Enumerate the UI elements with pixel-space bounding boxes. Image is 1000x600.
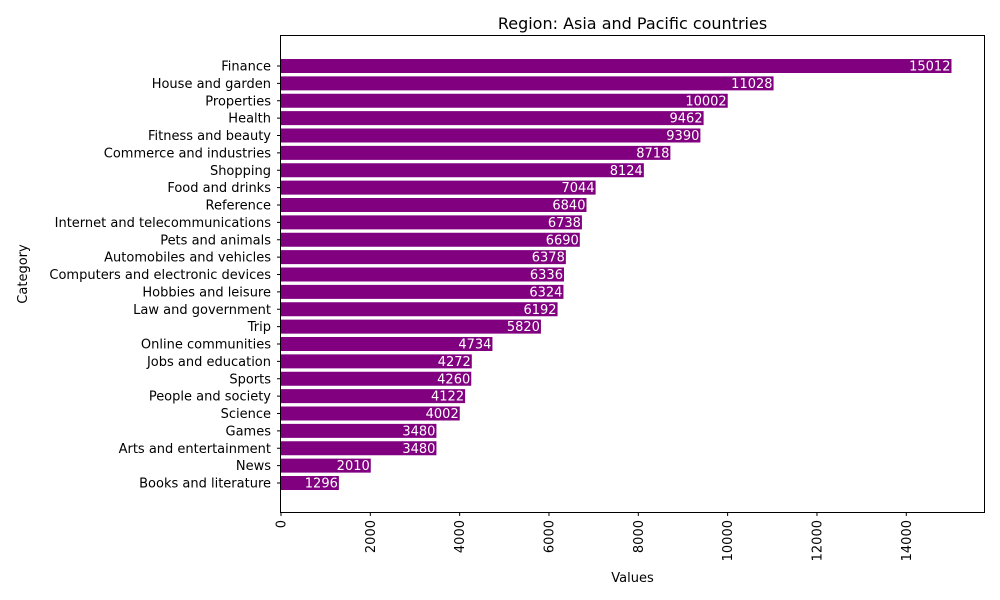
category-label-commerce-and-industries: Commerce and industries	[104, 146, 271, 161]
x-tick-label: 10000	[721, 520, 736, 561]
bar-value-label: 4272	[438, 355, 471, 370]
bar-food-and-drinks	[281, 180, 596, 195]
category-label-games: Games	[226, 424, 272, 439]
bar-value-label: 8124	[610, 164, 643, 179]
bar-computers-and-electronic-devices	[281, 267, 564, 282]
category-label-internet-and-telecommunications: Internet and telecommunications	[55, 216, 272, 231]
category-label-health: Health	[228, 112, 271, 127]
bar-news	[281, 458, 371, 473]
bar-value-label: 6738	[548, 216, 581, 231]
category-label-reference: Reference	[206, 199, 271, 214]
bar-value-label: 4122	[431, 390, 464, 405]
bar-value-label: 2010	[337, 459, 370, 474]
bar-value-label: 6336	[530, 268, 563, 283]
category-label-news: News	[236, 459, 271, 474]
bar-properties	[281, 93, 728, 108]
bar-value-label: 9462	[670, 112, 703, 127]
category-label-online-communities: Online communities	[141, 338, 271, 353]
category-label-properties: Properties	[205, 94, 271, 109]
bar-value-label: 6324	[529, 285, 562, 300]
bar-sports	[281, 371, 472, 386]
category-label-people-and-society: People and society	[149, 390, 271, 405]
category-label-jobs-and-education: Jobs and education	[146, 355, 271, 370]
bar-value-label: 6378	[532, 251, 565, 266]
category-label-books-and-literature: Books and literature	[139, 477, 271, 492]
bar-shopping	[281, 163, 644, 178]
bar-house-and-garden	[281, 76, 774, 91]
bar-commerce-and-industries	[281, 145, 671, 160]
bar-jobs-and-education	[281, 354, 472, 369]
bar-value-label: 3480	[402, 442, 435, 457]
category-label-science: Science	[221, 407, 271, 422]
bar-value-label: 15012	[909, 60, 950, 75]
x-tick-label: 6000	[542, 520, 557, 553]
category-label-food-and-drinks: Food and drinks	[167, 181, 271, 196]
bar-value-label: 6840	[552, 199, 585, 214]
bar-internet-and-telecommunications	[281, 215, 582, 230]
category-label-finance: Finance	[221, 60, 271, 75]
bar-arts-and-entertainment	[281, 441, 437, 456]
bar-value-label: 6192	[523, 303, 556, 318]
bar-reference	[281, 198, 587, 212]
category-labels: Finance House and garden Properties Health F…	[49, 60, 281, 492]
bar-law-and-government	[281, 302, 558, 317]
bar-games	[281, 423, 437, 438]
category-label-computers-and-electronic-devices: Computers and electronic devices	[49, 268, 271, 283]
bars-group: 15012 11028 10002 9462 9390 8718 8124 7044 6840 6…	[281, 59, 952, 492]
x-tick-label: 4000	[453, 520, 468, 553]
bar-automobiles-and-vehicles	[281, 250, 566, 265]
bar-trip	[281, 319, 541, 334]
bar-value-label: 6690	[546, 233, 579, 248]
x-tick-label: 14000	[900, 520, 915, 561]
bar-value-label: 4002	[426, 407, 459, 422]
bar-fitness-and-beauty	[281, 128, 701, 143]
bar-science	[281, 406, 460, 421]
x-tick-label: 0	[275, 520, 290, 528]
category-label-law-and-government: Law and government	[133, 303, 271, 318]
bar-value-label: 10002	[685, 94, 726, 109]
x-tick-label: 12000	[810, 520, 825, 561]
bar-value-label: 3480	[402, 424, 435, 439]
y-axis-title: Category	[16, 244, 31, 304]
category-label-pets-and-animals: Pets and animals	[160, 233, 271, 248]
bar-value-label: 5820	[507, 320, 540, 335]
bar-value-label: 1296	[305, 477, 338, 492]
category-label-trip: Trip	[247, 320, 271, 335]
bar-people-and-society	[281, 389, 466, 404]
plot-frame	[280, 35, 985, 513]
bar-value-label: 9390	[666, 129, 699, 144]
bar-finance	[281, 59, 952, 73]
bar-value-label: 8718	[636, 146, 669, 161]
category-label-sports: Sports	[229, 372, 271, 387]
x-tick-label: 8000	[632, 520, 647, 553]
x-axis-title: Values	[611, 571, 654, 586]
x-axis-ticks: 0 2000 4000 6000 8000 10000 12000 14000	[275, 512, 915, 561]
category-label-arts-and-entertainment: Arts and entertainment	[119, 442, 271, 457]
category-label-fitness-and-beauty: Fitness and beauty	[148, 129, 271, 144]
x-tick-label: 2000	[364, 520, 379, 553]
category-label-hobbies-and-leisure: Hobbies and leisure	[142, 285, 271, 300]
bar-books-and-literature	[281, 476, 339, 490]
bar-value-label: 11028	[731, 77, 772, 92]
bar-hobbies-and-leisure	[281, 284, 564, 299]
chart-title: Region: Asia and Pacific countries	[498, 14, 767, 33]
bar-health	[281, 111, 704, 126]
bar-pets-and-animals	[281, 232, 580, 247]
bar-value-label: 7044	[562, 181, 595, 196]
bar-value-label: 4260	[437, 372, 470, 387]
category-label-shopping: Shopping	[210, 164, 271, 179]
bar-value-label: 4734	[458, 338, 491, 353]
category-label-house-and-garden: House and garden	[152, 77, 271, 92]
category-label-automobiles-and-vehicles: Automobiles and vehicles	[104, 251, 271, 266]
bar-online-communities	[281, 337, 493, 351]
